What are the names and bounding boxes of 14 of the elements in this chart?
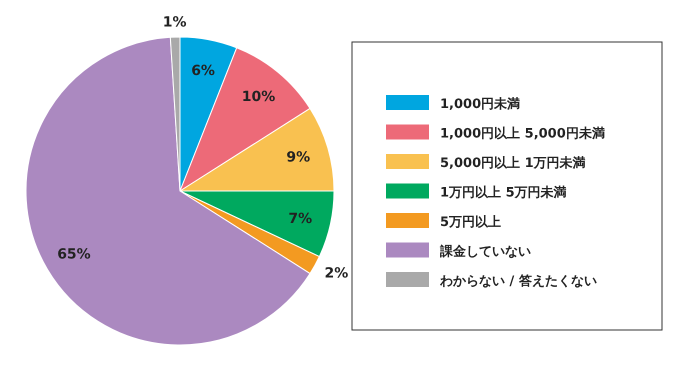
legend-label: 課金していない — [439, 244, 531, 260]
data-label: 6% — [191, 62, 215, 79]
data-label: 2% — [324, 266, 348, 282]
data-label: 9% — [286, 150, 310, 166]
legend-label: 1万円以上 5万円未満 — [440, 186, 567, 200]
data-label: 7% — [288, 210, 312, 227]
legend-label: わからない / 答えたくない — [439, 274, 597, 289]
legend-label: 5,000円以上 1万円未満 — [440, 156, 586, 171]
data-label: 65% — [57, 246, 91, 263]
data-label: 1% — [162, 14, 187, 31]
data-label: 10% — [242, 89, 276, 106]
legend-label: 1,000円未満 — [440, 97, 520, 112]
legend-label: 5万円以上 — [440, 215, 502, 230]
legend-label: 1,000円以上 5,000円未満 — [440, 126, 605, 142]
